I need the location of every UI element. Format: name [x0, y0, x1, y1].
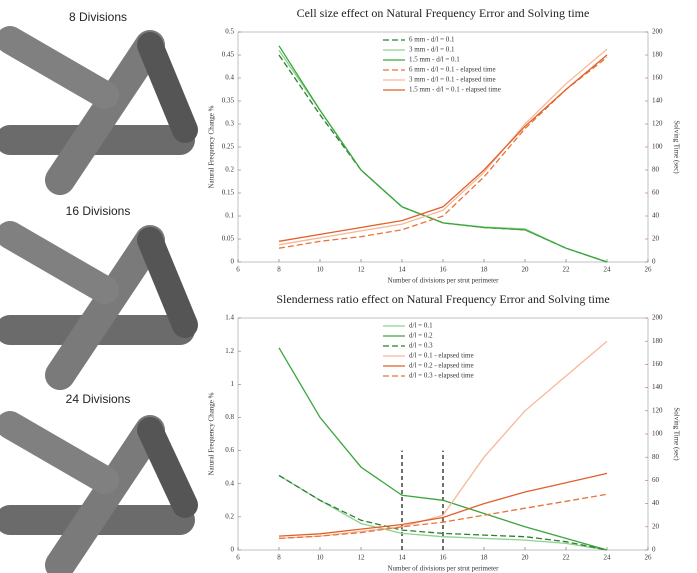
- y-axis-label: Natural Frequency Change %: [208, 105, 216, 188]
- y2-tick-label: 180: [652, 337, 663, 345]
- x-tick-label: 24: [604, 266, 612, 274]
- y-tick-label: 0.4: [225, 479, 234, 487]
- chart-title: Cell size effect on Natural Frequency Er…: [297, 6, 590, 20]
- x-tick-label: 22: [563, 554, 571, 562]
- y2-tick-label: 0: [652, 546, 656, 554]
- legend-label: d/l = 0.3 - elapsed time: [409, 372, 474, 380]
- y2-tick-label: 0: [652, 258, 656, 266]
- y2-tick-label: 120: [652, 406, 663, 414]
- figure: 8 Divisions 16 Divisions 24 Divisions Ce…: [0, 0, 697, 573]
- legend-label: 6 mm - d/l = 0.1: [409, 36, 455, 44]
- y2-tick-label: 80: [652, 166, 660, 174]
- x-tick-label: 20: [522, 266, 530, 274]
- y-tick-label: 0.3: [225, 120, 234, 128]
- y2-axis-label: Solving Time (sec): [672, 407, 680, 461]
- mesh-image: [10, 40, 185, 180]
- y2-tick-label: 100: [652, 143, 663, 151]
- y-tick-label: 0.25: [222, 143, 235, 151]
- x-tick-label: 8: [277, 266, 281, 274]
- y2-tick-label: 60: [652, 476, 660, 484]
- mesh-image: [10, 235, 185, 375]
- x-tick-label: 18: [481, 266, 489, 274]
- y2-tick-label: 200: [652, 314, 663, 322]
- legend-label: 1.5 mm - d/l = 0.1: [409, 56, 460, 64]
- legend-label: d/l = 0.1: [409, 322, 433, 330]
- x-tick-label: 24: [604, 554, 612, 562]
- y-tick-label: 0.2: [225, 166, 234, 174]
- y-tick-label: 0.45: [222, 51, 235, 59]
- y2-tick-label: 20: [652, 522, 660, 530]
- y-tick-label: 1.2: [225, 347, 234, 355]
- chart-title: Slenderness ratio effect on Natural Freq…: [276, 292, 609, 306]
- y2-tick-label: 80: [652, 453, 660, 461]
- legend-label: 6 mm - d/l = 0.1 - elapsed time: [409, 66, 496, 74]
- y-tick-label: 1.4: [225, 314, 234, 322]
- y-tick-label: 0.8: [225, 413, 234, 421]
- legend-label: 3 mm - d/l = 0.1: [409, 46, 455, 54]
- legend-label: 1.5 mm - d/l = 0.1 - elapsed time: [409, 86, 501, 94]
- legend-label: 3 mm - d/l = 0.1 - elapsed time: [409, 76, 496, 84]
- y2-tick-label: 40: [652, 212, 660, 220]
- x-tick-label: 18: [481, 554, 489, 562]
- mesh-image: [10, 425, 185, 565]
- y2-tick-label: 120: [652, 120, 663, 128]
- y2-tick-label: 200: [652, 28, 663, 36]
- y-tick-label: 0.35: [222, 97, 235, 105]
- y2-tick-label: 140: [652, 383, 663, 391]
- x-tick-label: 14: [399, 554, 407, 562]
- y-tick-label: 0.2: [225, 512, 234, 520]
- legend-label: d/l = 0.1 - elapsed time: [409, 352, 474, 360]
- x-axis-label: Number of divisions per strut perimeter: [387, 565, 499, 573]
- x-tick-label: 16: [440, 266, 448, 274]
- y-tick-label: 0: [231, 258, 235, 266]
- y-tick-label: 1: [231, 380, 235, 388]
- y2-tick-label: 20: [652, 235, 660, 243]
- y-tick-label: 0.05: [222, 235, 235, 243]
- x-tick-label: 12: [358, 554, 366, 562]
- y-tick-label: 0.6: [225, 446, 234, 454]
- x-tick-label: 22: [563, 266, 571, 274]
- panel-label: 16 Divisions: [66, 204, 131, 218]
- y-tick-label: 0: [231, 546, 235, 554]
- y-tick-label: 0.1: [225, 212, 234, 220]
- x-tick-label: 10: [317, 554, 325, 562]
- x-tick-label: 8: [277, 554, 281, 562]
- x-tick-label: 26: [645, 554, 653, 562]
- panel-label: 8 Divisions: [69, 10, 127, 24]
- x-tick-label: 20: [522, 554, 530, 562]
- x-tick-label: 12: [358, 266, 366, 274]
- x-tick-label: 16: [440, 554, 448, 562]
- y2-tick-label: 180: [652, 51, 663, 59]
- x-tick-label: 6: [236, 554, 240, 562]
- y-tick-label: 0.4: [225, 74, 234, 82]
- panel-label: 24 Divisions: [66, 392, 131, 406]
- x-tick-label: 6: [236, 266, 240, 274]
- x-tick-label: 10: [317, 266, 325, 274]
- y2-tick-label: 160: [652, 360, 663, 368]
- y-tick-label: 0.15: [222, 189, 235, 197]
- y-axis-label: Natural Frequency Change %: [208, 392, 216, 475]
- y2-tick-label: 140: [652, 97, 663, 105]
- x-tick-label: 14: [399, 266, 407, 274]
- y2-tick-label: 100: [652, 430, 663, 438]
- y2-axis-label: Solving Time (sec): [672, 120, 680, 174]
- legend-label: d/l = 0.3: [409, 342, 433, 350]
- y2-tick-label: 160: [652, 74, 663, 82]
- legend-label: d/l = 0.2 - elapsed time: [409, 362, 474, 370]
- y2-tick-label: 40: [652, 499, 660, 507]
- legend-label: d/l = 0.2: [409, 332, 433, 340]
- x-tick-label: 26: [645, 266, 653, 274]
- x-axis-label: Number of divisions per strut perimeter: [387, 277, 499, 285]
- y2-tick-label: 60: [652, 189, 660, 197]
- y-tick-label: 0.5: [225, 28, 234, 36]
